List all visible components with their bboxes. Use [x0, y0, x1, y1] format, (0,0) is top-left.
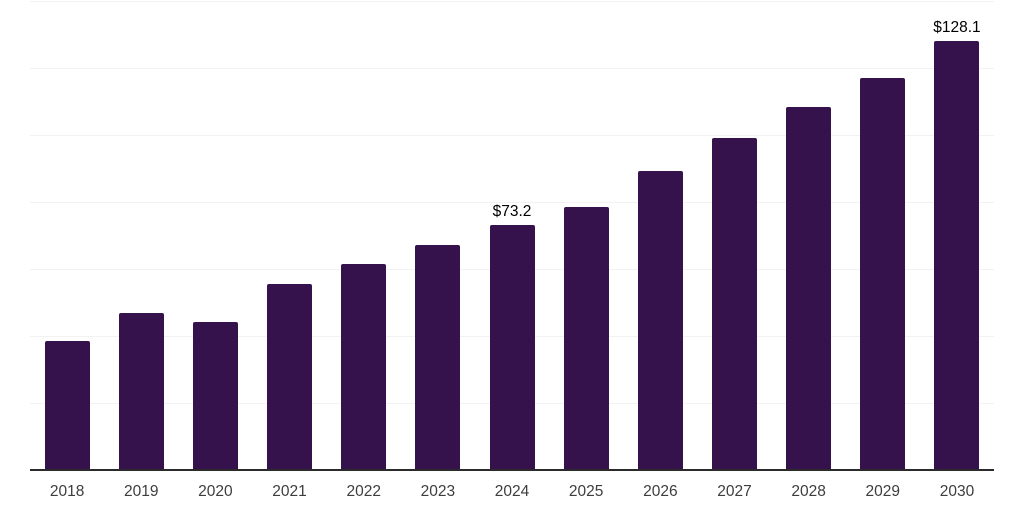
bar-slot: [623, 0, 697, 470]
x-tick-label: 2026: [643, 483, 678, 500]
x-tick-label: 2029: [865, 483, 901, 500]
bar-slot: [178, 0, 252, 470]
x-axis-tick-labels: 2018 2019 2020 2021 2022 2023 2024 2025 2026 2027…: [30, 482, 994, 502]
bar-slot: $128.1: [920, 0, 994, 470]
bar-2024: [489, 224, 535, 470]
bar-slot: [401, 0, 475, 470]
bars-container: $73.2 $128.1: [30, 0, 994, 470]
x-tick-label: 2030: [939, 483, 975, 500]
bar-slot: [697, 0, 771, 470]
gridline: [30, 1, 994, 2]
bar-slot: [104, 0, 178, 470]
bar-slot: [252, 0, 326, 470]
bar-slot: [772, 0, 846, 470]
bar-2022: [341, 263, 387, 470]
x-tick-label: 2020: [198, 483, 233, 500]
x-tick-label: 2023: [420, 483, 456, 500]
bar-slot: [30, 0, 104, 470]
bar-slot: [846, 0, 920, 470]
x-axis-line: [30, 469, 994, 471]
bar-2025: [563, 206, 609, 470]
bar-2018: [44, 341, 90, 470]
gridline: [30, 68, 994, 69]
x-tick-label: 2021: [272, 483, 307, 500]
x-tick-label: 2028: [791, 483, 826, 500]
bar-2020: [192, 322, 238, 470]
bar-2021: [267, 284, 313, 470]
gridline: [30, 135, 994, 136]
x-tick-label: 2024: [494, 483, 530, 500]
bar-slot: [327, 0, 401, 470]
bar-2027: [711, 138, 757, 470]
x-tick-label: 2022: [346, 483, 381, 500]
bar-2026: [637, 170, 683, 470]
x-tick-label: 2027: [717, 483, 752, 500]
gridline: [30, 202, 994, 203]
x-tick-label: 2018: [49, 483, 85, 500]
plot-area: $73.2 $128.1: [30, 0, 994, 471]
x-tick-label: 2025: [568, 483, 604, 500]
bar-2019: [118, 313, 164, 470]
x-tick-label: 2019: [123, 483, 159, 500]
bar-slot: [549, 0, 623, 470]
bar-value-label: $128.1: [933, 18, 981, 36]
bar-2029: [860, 78, 906, 470]
bar-2023: [415, 244, 461, 470]
bar-value-label: $73.2: [492, 202, 532, 220]
bar-2028: [786, 107, 832, 470]
bar-2030: [934, 40, 980, 470]
bar-slot: $73.2: [475, 0, 549, 470]
